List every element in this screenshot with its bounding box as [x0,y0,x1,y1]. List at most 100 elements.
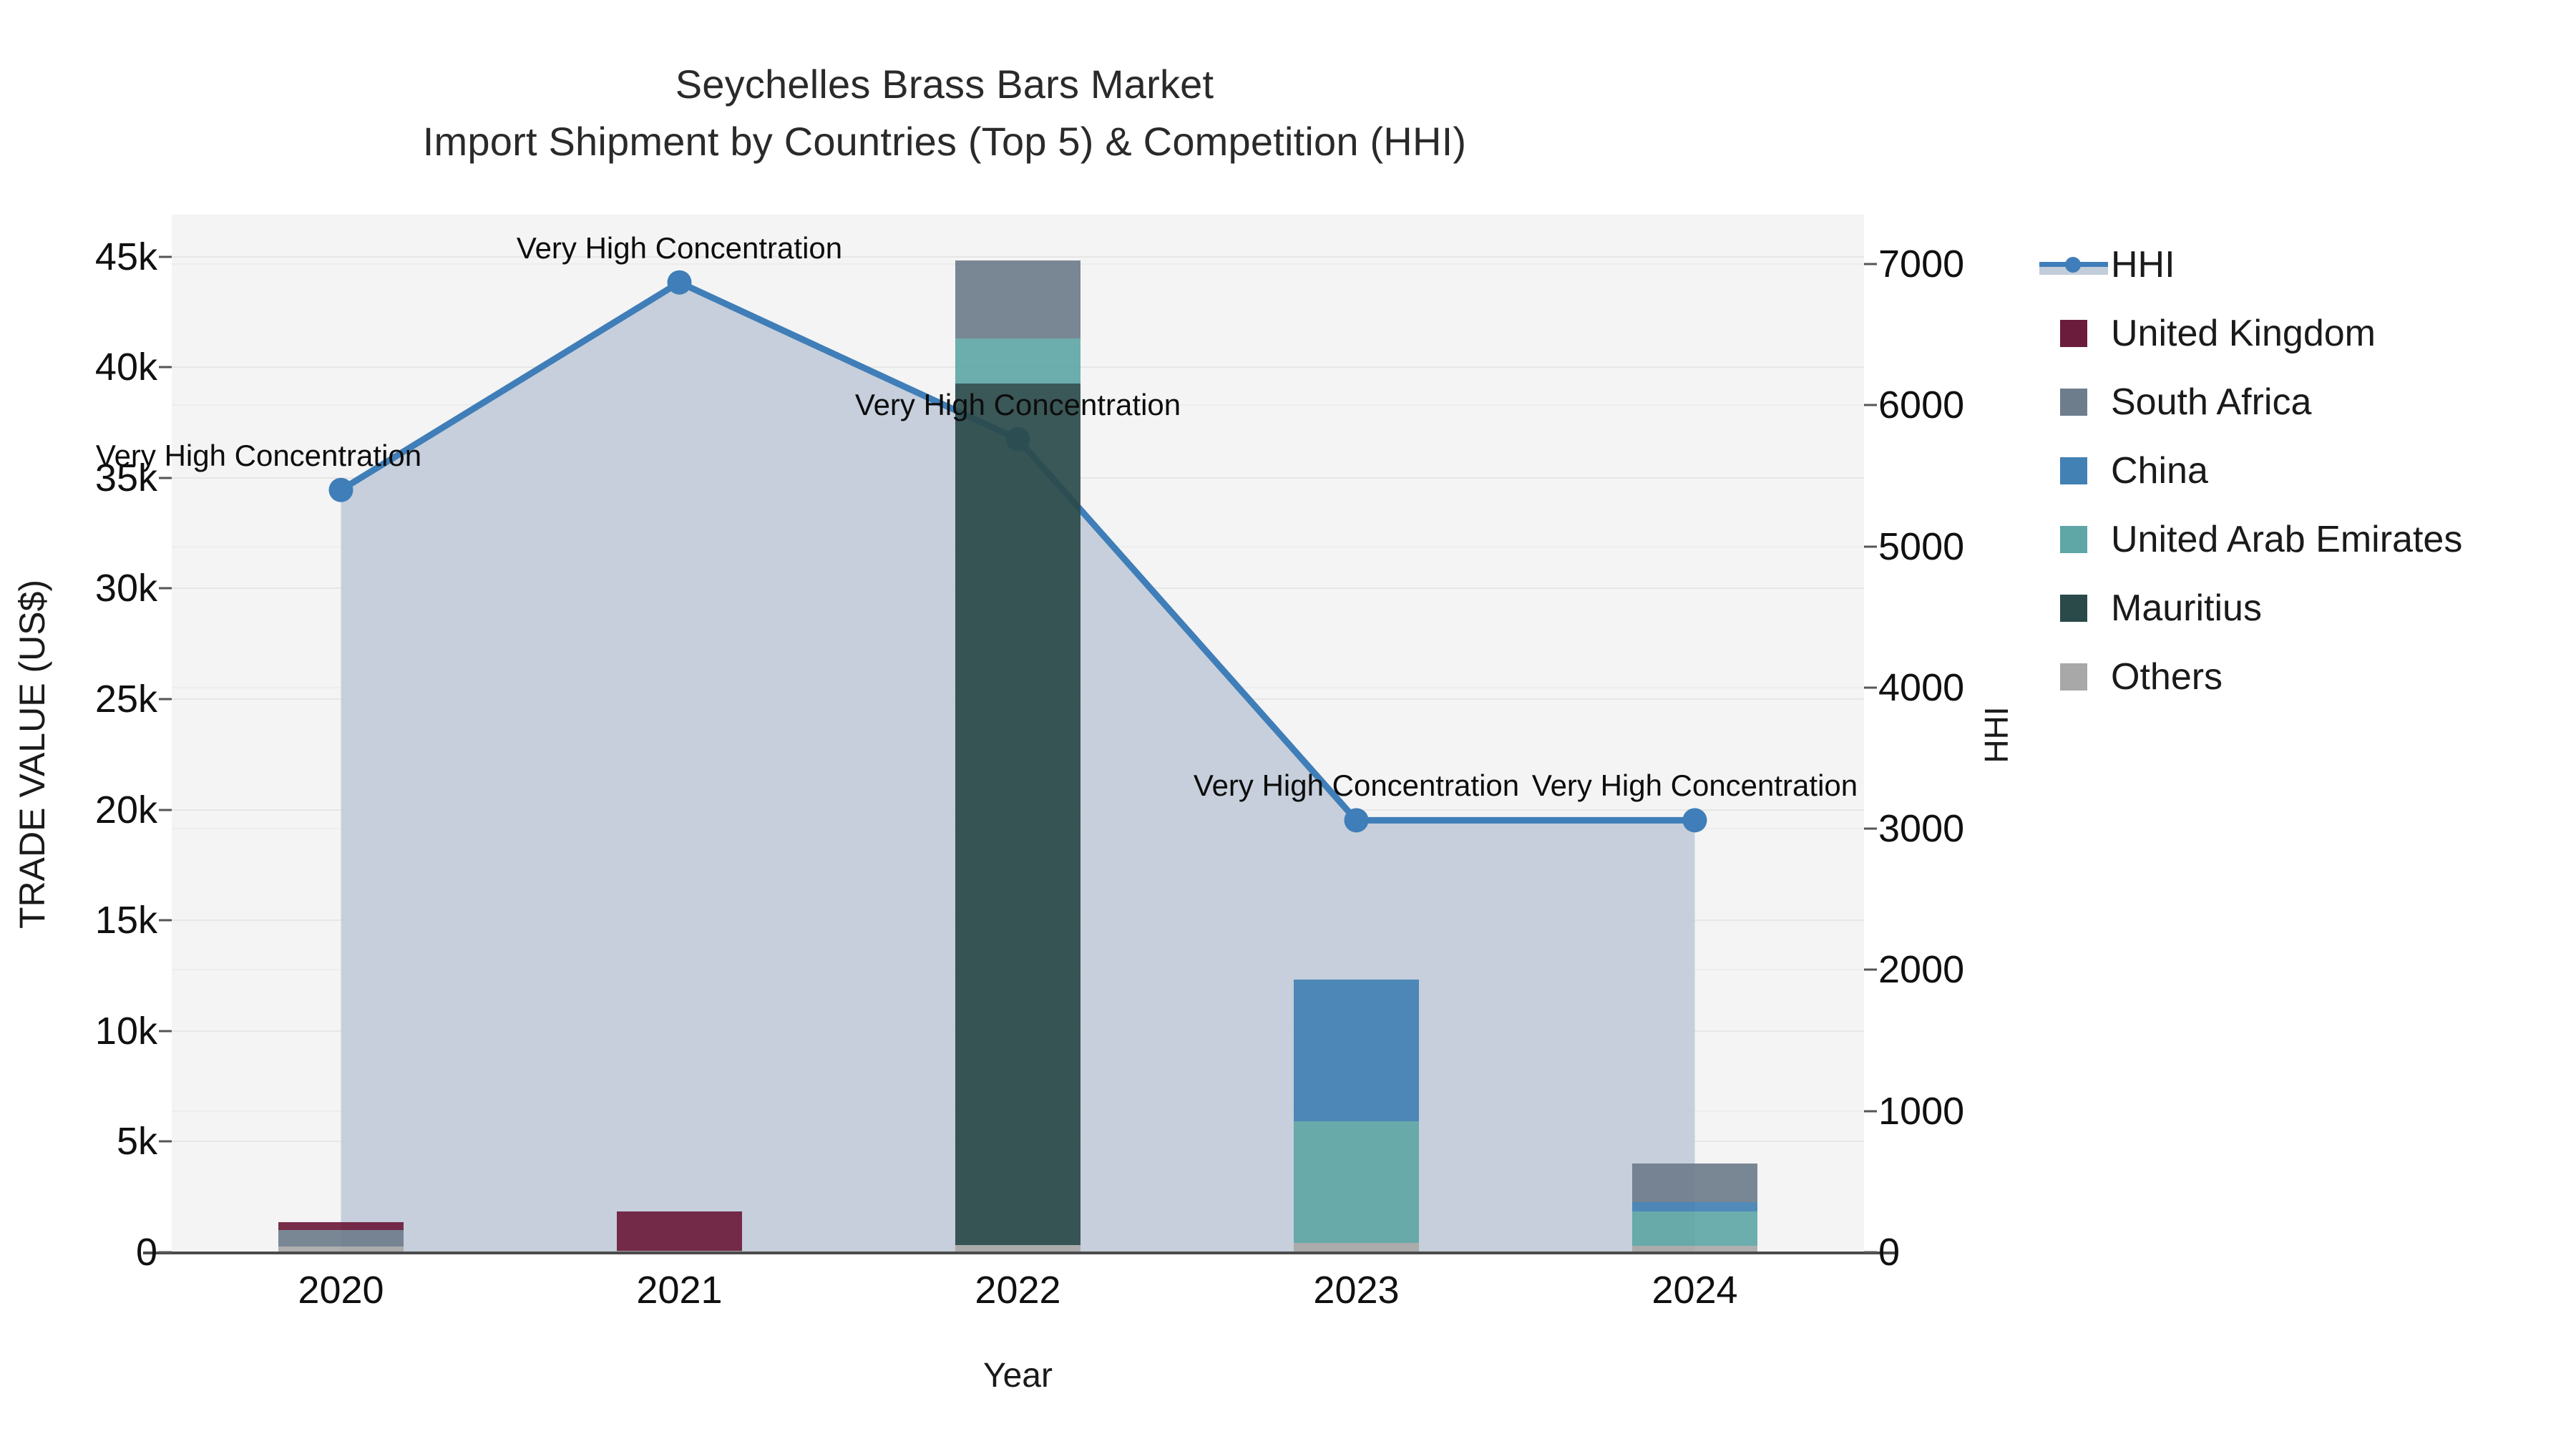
legend-line-marker-icon [2039,254,2108,275]
y-axis-right-tick-label: 7000 [1878,243,1965,286]
y-axis-left-tick-mark [159,1251,172,1254]
legend-line-dot [2064,257,2081,273]
y-axis-left-tick-label: 5k [116,1120,157,1163]
bar-segment [1632,1211,1757,1246]
legend-swatch-wrapper [2036,320,2111,347]
y-axis-left-tick-label: 20k [94,788,157,831]
legend-item[interactable]: United Arab Emirates [2036,505,2565,574]
hhi-data-point [328,477,353,502]
chart-title: Seychelles Brass Bars Market Import Ship… [0,56,1889,170]
y-axis-left-tick-mark [159,587,172,590]
concentration-annotation: Very High Concentration [95,438,422,472]
y-axis-right-tick-label: 2000 [1878,948,1965,992]
y-axis-left-tick-label: 35k [94,456,157,499]
gridline [172,255,1864,258]
bar-segment [1294,980,1419,1121]
y-axis-left-tick-label: 15k [94,899,157,942]
y-axis-right-tick-mark [1864,827,1877,830]
y-axis-right-tick-label: 1000 [1878,1089,1965,1133]
hhi-data-point [667,270,692,295]
x-axis-spine [143,1252,1896,1254]
legend-swatch-wrapper [2036,389,2111,416]
legend-swatch-wrapper [2036,457,2111,484]
legend-color-swatch [2059,526,2087,553]
y-axis-right-tick-mark [1864,1110,1877,1113]
y-axis-right-tick-label: 4000 [1878,665,1965,709]
legend-item[interactable]: United Kingdom [2036,299,2565,368]
y-axis-right-tick-mark [1864,968,1877,971]
legend-item[interactable]: China [2036,436,2565,505]
legend-swatch-wrapper [2036,526,2111,553]
legend-item-label: United Kingdom [2111,313,2376,354]
bar-segment [1632,1163,1757,1203]
plot-area [172,215,1864,1252]
legend-item[interactable]: Others [2036,643,2565,711]
x-axis-title: Year [983,1357,1053,1395]
y-axis-left-tick-mark [159,477,172,479]
legend-color-swatch [2059,457,2087,484]
y-axis-right-tick-label: 5000 [1878,525,1965,568]
y-axis-right-tick-mark [1864,404,1877,406]
y-axis-right-tick-label: 6000 [1878,384,1965,427]
bar-segment [1632,1202,1757,1212]
bar-segment [955,260,1080,338]
y-axis-left-tick-mark [159,1140,172,1143]
legend-item-label: China [2111,450,2208,492]
legend-item[interactable]: Mauritius [2036,574,2565,643]
x-axis-tick-label: 2020 [298,1269,384,1312]
legend-item[interactable]: South Africa [2036,368,2565,436]
chart-legend: HHI United Kingdom South Africa China United… [2036,230,2565,711]
y-axis-left-tick-mark [159,255,172,258]
bar-segment [278,1246,404,1252]
x-axis-tick-label: 2021 [636,1269,723,1312]
legend-swatch-wrapper [2036,254,2111,275]
legend-color-swatch [2059,320,2087,347]
y-axis-left-tick-label: 30k [94,567,157,610]
legend-item-label: Others [2111,656,2223,698]
y-axis-left-tick-mark [159,919,172,922]
y-axis-left-title: TRADE VALUE (US$) [12,579,52,930]
bar-segment [1294,1121,1419,1243]
legend-swatch-wrapper [2036,663,2111,691]
y-axis-left-tick-label: 10k [94,1009,157,1053]
y-axis-left-tick-mark [159,809,172,811]
x-axis-tick-label: 2022 [975,1269,1061,1312]
y-axis-right-title: HHI [1978,706,2015,763]
y-axis-left-tick-mark [159,366,172,369]
bar-segment [1294,1243,1419,1252]
y-axis-right-tick-mark [1864,686,1877,689]
y-axis-right-tick-mark [1864,263,1877,265]
x-axis-tick-label: 2024 [1652,1269,1738,1312]
concentration-annotation: Very High Concentration [1531,769,1858,803]
legend-color-swatch [2059,595,2087,622]
y-axis-right-tick-label: 3000 [1878,807,1965,851]
x-axis-tick-label: 2023 [1313,1269,1400,1312]
concentration-annotation: Very High Concentration [1193,769,1520,803]
bar-segment [278,1221,404,1230]
y-axis-left-tick-label: 45k [94,235,157,278]
chart-title-line-2: Import Shipment by Countries (Top 5) & C… [422,118,1467,164]
legend-color-swatch [2059,389,2087,416]
y-axis-left-tick-label: 40k [94,346,157,389]
concentration-annotation: Very High Concentration [516,230,843,265]
y-axis-right-tick-mark [1864,545,1877,548]
legend-item-label: United Arab Emirates [2111,519,2463,560]
y-axis-right-tick-label: 0 [1878,1231,1901,1274]
y-axis-left-tick-label: 0 [135,1231,157,1274]
concentration-annotation: Very High Concentration [854,387,1181,421]
y-axis-left-tick-mark [159,698,172,701]
bar-segment [617,1211,742,1252]
bar-segment [278,1229,404,1247]
chart-title-line-1: Seychelles Brass Bars Market [675,62,1214,107]
legend-item-label: HHI [2111,244,2175,286]
bar-segment [955,338,1080,384]
bar-segment [955,1245,1080,1252]
legend-swatch-wrapper [2036,595,2111,622]
legend-item-label: South Africa [2111,381,2312,423]
legend-item-label: Mauritius [2111,587,2262,629]
y-axis-left-tick-label: 25k [94,678,157,721]
y-axis-left-tick-mark [159,1030,172,1033]
legend-item[interactable]: HHI [2036,230,2565,299]
bar-segment [955,383,1080,1246]
